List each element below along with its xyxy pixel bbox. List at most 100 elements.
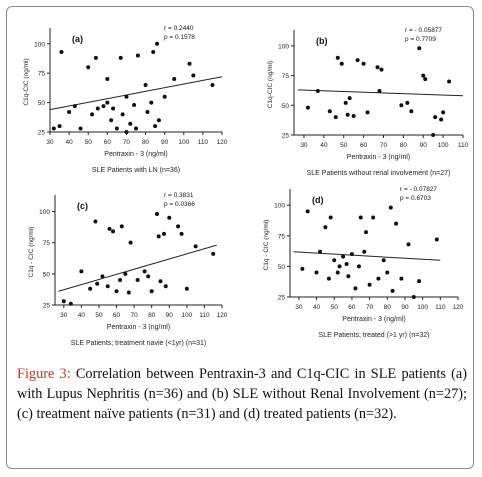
data-point bbox=[161, 231, 166, 236]
data-point bbox=[358, 215, 363, 220]
panel-footer: SLE Patients; treatment navie (<1yr) (n=… bbox=[71, 340, 206, 347]
x-axis-label: Pentraxin - 3 (ng/ml) bbox=[342, 316, 405, 323]
data-point bbox=[405, 100, 410, 105]
data-point bbox=[59, 50, 64, 54]
x-tick-label: 100 bbox=[178, 139, 189, 146]
data-point bbox=[149, 289, 154, 294]
data-point bbox=[176, 224, 181, 229]
data-point bbox=[323, 225, 328, 230]
y-tick-label: 50 bbox=[43, 271, 51, 278]
data-point bbox=[135, 53, 140, 58]
y-tick-label: 100 bbox=[274, 203, 285, 210]
data-point bbox=[362, 249, 367, 254]
panel-label: (d) bbox=[312, 195, 324, 205]
x-tick-label: 50 bbox=[95, 312, 103, 319]
data-point bbox=[145, 110, 150, 114]
x-tick-label: 100 bbox=[438, 142, 449, 149]
data-point bbox=[351, 113, 356, 118]
scatter-panel: 30 40 50 60 70 80 90 100 110 120 25 50 75 100 (d) r = -… bbox=[263, 186, 464, 339]
x-tick-label: 30 bbox=[46, 139, 54, 146]
x-tick-label: 40 bbox=[78, 312, 86, 319]
data-point bbox=[388, 205, 393, 210]
data-point bbox=[381, 258, 386, 263]
data-point bbox=[149, 100, 154, 105]
data-point bbox=[156, 234, 161, 239]
data-point bbox=[411, 295, 416, 299]
data-point bbox=[305, 209, 310, 214]
data-point bbox=[377, 89, 382, 94]
data-point bbox=[72, 104, 77, 109]
data-point bbox=[356, 264, 361, 269]
data-point bbox=[128, 240, 133, 245]
data-point bbox=[179, 231, 184, 236]
data-point bbox=[93, 219, 98, 224]
y-tick-label: 100 bbox=[34, 41, 45, 48]
data-point bbox=[399, 276, 404, 281]
data-point bbox=[154, 211, 159, 216]
data-point bbox=[111, 106, 116, 111]
data-point bbox=[79, 269, 84, 274]
data-point bbox=[376, 276, 381, 281]
data-point bbox=[134, 126, 138, 131]
data-point bbox=[341, 254, 346, 259]
y-tick-label: 75 bbox=[278, 233, 286, 240]
y-tick-label: 25 bbox=[43, 303, 51, 310]
y-tick-label: 75 bbox=[43, 240, 51, 247]
data-point bbox=[100, 274, 105, 279]
x-tick-label: 30 bbox=[295, 304, 303, 311]
data-point bbox=[105, 284, 110, 289]
data-point bbox=[114, 126, 119, 131]
data-point bbox=[101, 104, 106, 109]
stat-text: p = 0.0366 bbox=[164, 201, 195, 208]
x-tick-label: 70 bbox=[123, 139, 131, 146]
y-tick-label: 75 bbox=[282, 73, 290, 80]
data-point bbox=[417, 46, 422, 51]
data-point bbox=[335, 55, 340, 60]
panel-label: (a) bbox=[72, 34, 83, 44]
data-point bbox=[390, 288, 395, 293]
x-tick-label: 110 bbox=[458, 142, 469, 149]
data-point bbox=[156, 118, 161, 123]
x-tick-label: 110 bbox=[198, 139, 209, 146]
data-point bbox=[333, 115, 338, 120]
stat-text: r = 0.2440 bbox=[164, 25, 194, 32]
data-point bbox=[344, 261, 349, 266]
data-point bbox=[128, 121, 133, 126]
data-point bbox=[406, 242, 411, 247]
data-point bbox=[371, 215, 376, 220]
data-point bbox=[143, 82, 148, 87]
data-point bbox=[90, 112, 95, 117]
y-axis-label: C1q - CIC (ng/ml) bbox=[263, 220, 270, 271]
figure-frame bbox=[6, 6, 474, 469]
data-point bbox=[441, 110, 446, 115]
stat-text: p = 0.7709 bbox=[405, 36, 436, 43]
data-point bbox=[163, 284, 168, 289]
data-point bbox=[421, 73, 426, 78]
data-point bbox=[346, 274, 351, 279]
y-tick-label: 75 bbox=[38, 71, 46, 78]
data-point bbox=[193, 244, 198, 249]
scatter-panel: 30 40 50 60 70 80 90 100 110 120 25 50 75 100 (c) r = 0… bbox=[28, 192, 228, 347]
x-tick-label: 90 bbox=[420, 142, 428, 149]
panel-footer: SLE Patients with LN (n=36) bbox=[92, 167, 180, 174]
stat-text: p = 0.6703 bbox=[400, 195, 431, 202]
x-tick-label: 30 bbox=[60, 312, 68, 319]
x-tick-label: 70 bbox=[130, 312, 138, 319]
data-point bbox=[431, 133, 436, 137]
data-point bbox=[335, 270, 340, 275]
data-point bbox=[86, 65, 91, 70]
data-point bbox=[135, 278, 140, 283]
x-axis-label: Pentraxin - 3 (ng/ml) bbox=[347, 154, 410, 161]
data-point bbox=[314, 270, 319, 275]
y-tick-label: 25 bbox=[38, 130, 46, 137]
data-point bbox=[367, 282, 372, 287]
data-point bbox=[67, 110, 72, 114]
x-tick-label: 50 bbox=[340, 142, 348, 149]
data-point bbox=[95, 106, 100, 111]
data-point bbox=[379, 67, 384, 72]
data-point bbox=[111, 229, 116, 234]
y-tick-label: 50 bbox=[282, 103, 290, 110]
data-point bbox=[337, 264, 342, 269]
data-point bbox=[124, 130, 129, 134]
data-point bbox=[394, 221, 399, 226]
